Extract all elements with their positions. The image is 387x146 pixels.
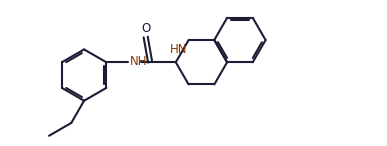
Text: O: O — [141, 22, 150, 35]
Text: HN: HN — [170, 43, 187, 56]
Text: NH: NH — [129, 55, 147, 68]
